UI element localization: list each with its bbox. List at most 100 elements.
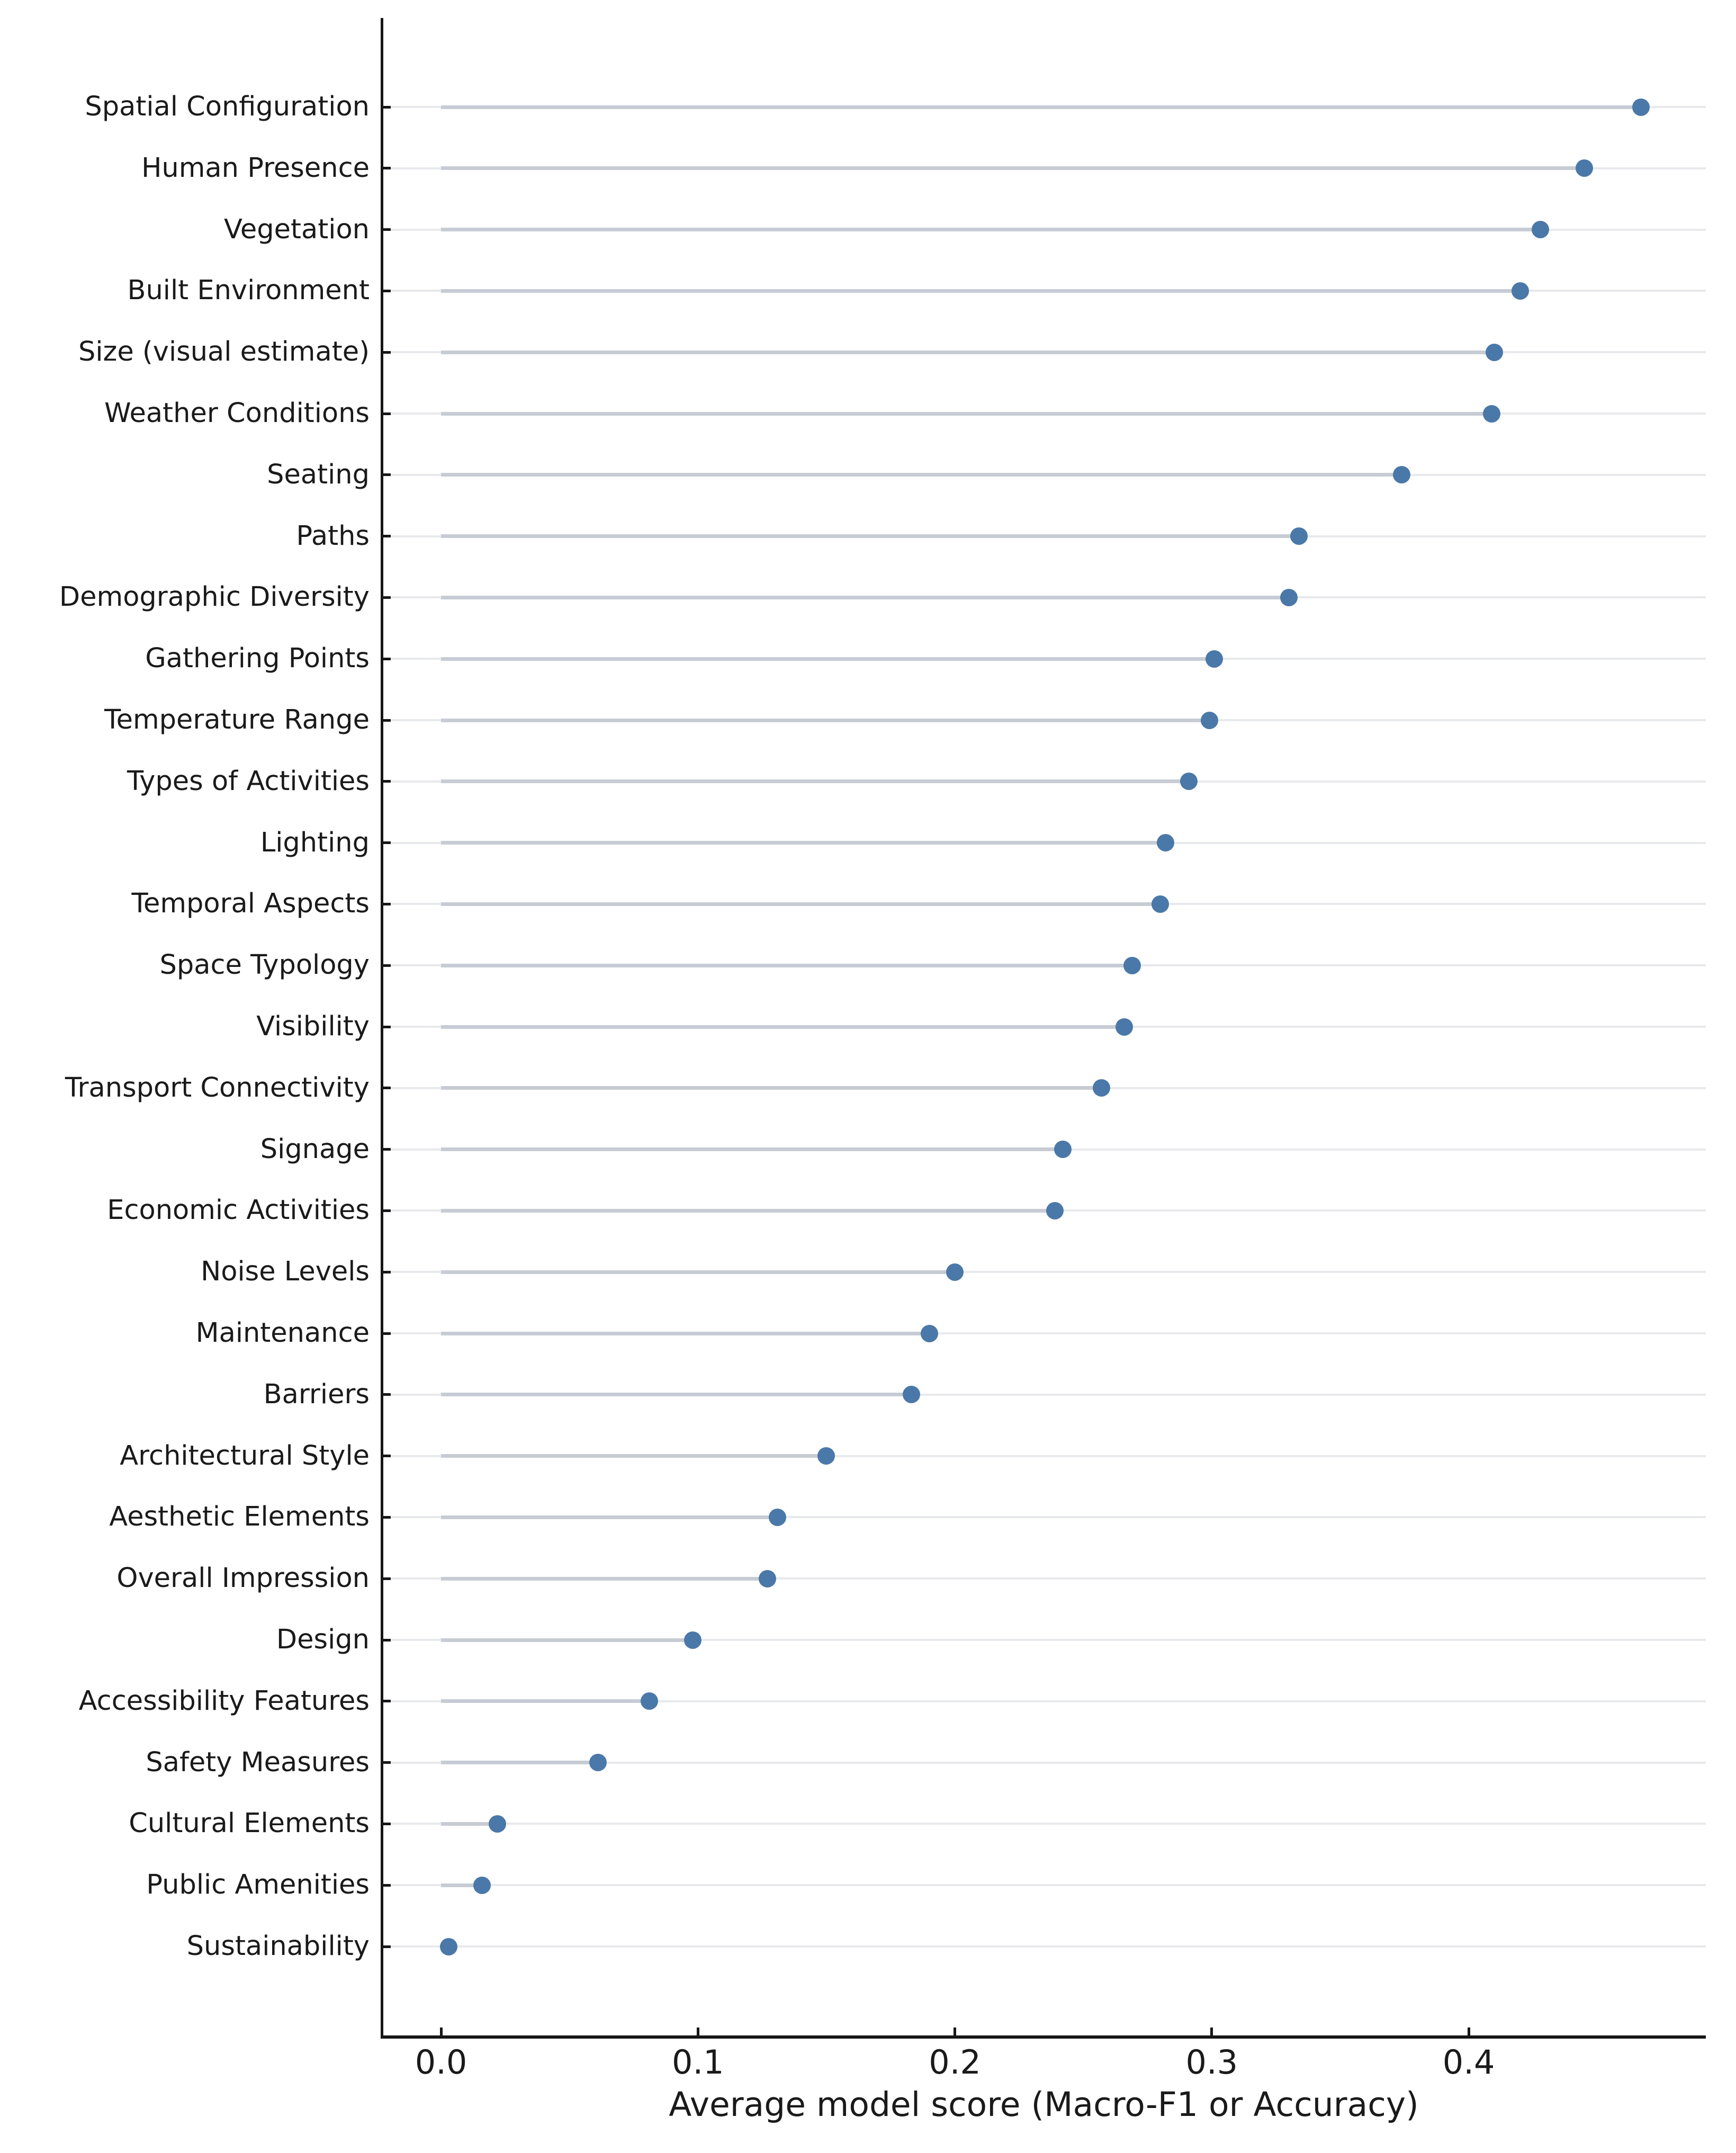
row-stem [441,1454,826,1458]
data-point [1632,98,1650,116]
y-tick [382,1332,391,1335]
data-point [473,1876,491,1894]
row-stem [441,289,1521,293]
row-stem [441,1638,693,1642]
x-tick-label: 0.0 [415,2043,467,2082]
y-tick [382,289,391,292]
x-tick [439,2028,443,2037]
row-stem [441,1393,912,1397]
y-tick [382,473,391,477]
y-tick [382,105,391,109]
data-point [1054,1141,1072,1159]
y-tick [382,1209,391,1212]
data-point [1123,956,1141,974]
category-label: Design [276,1624,370,1655]
row-gridline [382,1271,1706,1273]
y-tick [382,351,391,354]
y-tick [382,1700,391,1703]
category-label: Spatial Configuration [85,91,370,122]
data-point [1206,650,1224,668]
category-label: Economic Activities [107,1195,370,1226]
category-label: Human Presence [141,152,370,184]
category-label: Signage [260,1133,370,1165]
y-tick [382,657,391,660]
y-tick [382,1822,391,1825]
y-tick [382,841,391,845]
row-stem [441,1025,1125,1029]
row-stem [441,963,1132,967]
x-tick [954,2028,957,2037]
row-gridline [382,1577,1706,1580]
category-label: Aesthetic Elements [109,1501,370,1533]
x-axis-spine [380,2035,1706,2039]
data-point [902,1386,920,1404]
row-stem [441,1147,1063,1152]
row-stem [441,228,1541,232]
category-label: Visibility [256,1011,370,1042]
data-point [1157,834,1174,852]
category-label: Noise Levels [201,1256,370,1288]
y-tick [382,902,391,905]
category-label: Accessibility Features [78,1685,370,1717]
y-tick [382,780,391,783]
row-stem [441,779,1189,784]
row-stem [441,105,1641,109]
category-label: Lighting [260,827,370,858]
data-point [589,1754,607,1772]
data-point [1486,343,1504,361]
y-tick [382,228,391,231]
category-label: Size (visual estimate) [78,336,370,368]
x-tick-label: 0.2 [929,2043,981,2082]
data-point [1046,1201,1064,1219]
data-point [640,1692,658,1710]
category-label: Seating [267,459,370,490]
row-stem [441,473,1402,477]
row-stem [441,595,1289,599]
y-tick [382,535,391,538]
x-axis-label: Average model score (Macro-F1 or Accurac… [669,2085,1419,2124]
y-tick [382,1945,391,1948]
data-point [1116,1018,1134,1036]
row-stem [441,166,1585,171]
category-label: Built Environment [127,275,370,307]
category-label: Temperature Range [104,704,370,735]
row-gridline [382,1393,1706,1396]
row-stem [441,1270,955,1274]
data-point [1092,1079,1110,1097]
y-tick [382,1025,391,1028]
data-point [684,1631,702,1649]
x-tick [1467,2028,1470,2037]
data-point [1575,159,1593,177]
data-point [946,1263,964,1281]
row-stem [441,841,1166,845]
y-tick [382,719,391,722]
data-point [769,1508,787,1526]
row-gridline [382,1761,1706,1764]
row-gridline [382,1884,1706,1887]
row-stem [441,1883,482,1887]
row-stem [441,1331,930,1335]
category-label: Safety Measures [146,1746,370,1778]
y-tick [382,1515,391,1519]
row-gridline [382,1823,1706,1825]
data-point [758,1569,776,1587]
y-tick [382,1393,391,1396]
category-label: Demographic Diversity [59,581,370,613]
category-label: Paths [296,520,370,552]
data-point [1200,711,1218,729]
x-tick [1210,2028,1213,2037]
data-point [1280,588,1298,606]
y-tick [382,1270,391,1273]
data-point [489,1815,507,1833]
row-stem [441,1208,1055,1213]
row-gridline [382,1700,1706,1702]
row-stem [441,534,1299,539]
category-label: Temporal Aspects [131,888,370,920]
row-stem [441,1761,598,1765]
row-stem [441,657,1215,661]
data-point [440,1937,458,1955]
category-label: Public Amenities [146,1869,370,1901]
category-label: Maintenance [195,1317,370,1349]
row-stem [441,411,1492,416]
